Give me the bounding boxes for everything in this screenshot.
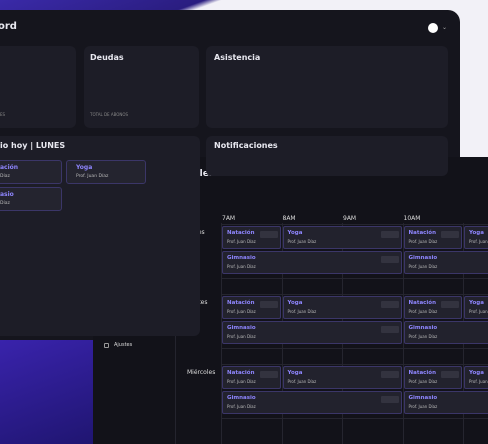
badge <box>441 231 459 238</box>
caption: ES <box>0 112 6 117</box>
event-title: Yoga <box>469 230 484 236</box>
card <box>206 46 448 128</box>
event-card <box>0 160 62 184</box>
lane <box>221 364 488 419</box>
event-teacher: Prof. Juan Díaz <box>227 309 256 314</box>
event-title: Gimnasio <box>408 325 438 331</box>
event-card[interactable] <box>464 366 488 389</box>
lane <box>221 224 488 279</box>
event-title: Yoga <box>287 300 303 306</box>
chevron: ⌄ <box>442 24 448 31</box>
chart-title: Asistencia <box>214 53 261 62</box>
event-teacher: Prof. Juan Díaz <box>287 309 317 314</box>
card-title: Deudas <box>90 53 124 62</box>
grid-column <box>221 223 222 444</box>
event-teacher: Prof. Juan Díaz <box>227 239 256 244</box>
purple-bg <box>0 330 100 444</box>
event-card[interactable] <box>464 226 488 249</box>
event-title: Yoga <box>76 164 93 171</box>
event-card[interactable] <box>282 366 402 389</box>
event-teacher: Prof. Juan Díaz <box>408 309 438 314</box>
event-card[interactable] <box>222 391 402 414</box>
event-teacher: Prof. Juan Díaz <box>408 264 438 269</box>
card <box>0 46 76 128</box>
event-card <box>0 187 62 211</box>
caption: TOTAL DE ABONOS <box>90 112 129 117</box>
nav-item[interactable]: Ajustes <box>114 342 133 348</box>
day-label: Miércoles <box>187 369 216 376</box>
avatar <box>428 23 438 33</box>
card <box>84 46 199 128</box>
event-title: ación <box>0 164 19 171</box>
event-card[interactable] <box>282 226 402 249</box>
event-teacher: Prof. Juan Díaz <box>287 379 317 384</box>
event-teacher: Díaz <box>0 201 10 206</box>
event-card <box>66 160 146 184</box>
event-teacher: Prof. Juan Díaz <box>287 239 317 244</box>
lane <box>221 294 488 349</box>
time-label: 7AM <box>222 215 236 222</box>
page-title: ord <box>0 21 17 32</box>
badge <box>380 396 399 403</box>
event-teacher: Prof. Juan Díaz <box>408 239 438 244</box>
event-title: Gimnasio <box>227 395 256 401</box>
grid-column <box>402 223 404 444</box>
event-teacher: Prof. Juan Díaz <box>469 309 488 314</box>
event-title: Gimnasio <box>408 255 438 261</box>
event-title: Natación <box>408 230 437 236</box>
event-card[interactable] <box>403 391 488 414</box>
event-title: Natación <box>408 370 437 376</box>
badge <box>380 256 399 263</box>
event-teacher: Prof. Juan Díaz <box>408 334 438 339</box>
event-card[interactable] <box>403 321 488 344</box>
event-teacher: Prof. Juan Díaz <box>227 404 256 409</box>
time-label: 10AM <box>403 215 421 222</box>
event-title: Yoga <box>469 370 484 376</box>
event-title: Gimnasio <box>227 325 256 331</box>
event-title: Natación <box>227 230 255 236</box>
badge <box>380 231 399 238</box>
event-card[interactable] <box>222 321 402 344</box>
event-title: Natación <box>227 370 255 376</box>
event-teacher: Prof. Juan Díaz <box>227 334 256 339</box>
event-teacher: Prof. Juan Díaz <box>408 404 438 409</box>
event-teacher: Prof. Juan Díaz <box>227 379 256 384</box>
time-label: 9AM <box>343 215 357 222</box>
event-teacher: Prof. Juan Díaz <box>76 174 109 179</box>
event-card[interactable] <box>403 251 488 274</box>
event-card[interactable] <box>282 296 402 319</box>
event-teacher: Díaz <box>0 174 10 179</box>
event-teacher: Prof. Juan Díaz <box>469 239 488 244</box>
badge <box>380 326 399 333</box>
badge <box>259 301 278 308</box>
card-title: io hoy | LUNES <box>0 141 66 150</box>
event-title: Gimnasio <box>408 395 438 401</box>
nav-icon <box>104 343 109 348</box>
event-teacher: Prof. Juan Díaz <box>408 379 438 384</box>
badge <box>441 301 459 308</box>
event-title: Yoga <box>287 370 303 376</box>
event-title: asio <box>0 191 14 198</box>
event-title: Natación <box>227 300 255 306</box>
event-title: Yoga <box>469 300 484 306</box>
event-teacher: Prof. Juan Díaz <box>469 379 488 384</box>
event-teacher: Prof. Juan Díaz <box>227 264 256 269</box>
badge <box>441 371 459 378</box>
event-title: Gimnasio <box>227 255 256 261</box>
badge <box>380 301 399 308</box>
event-title: Yoga <box>287 230 303 236</box>
event-card[interactable] <box>222 251 402 274</box>
badge <box>259 371 278 378</box>
event-card[interactable] <box>464 296 488 319</box>
event-title: Natación <box>408 300 437 306</box>
badge <box>259 231 278 238</box>
badge <box>380 371 399 378</box>
card-title: Notificaciones <box>214 141 278 150</box>
time-label: 8AM <box>282 215 296 222</box>
card <box>206 136 448 176</box>
